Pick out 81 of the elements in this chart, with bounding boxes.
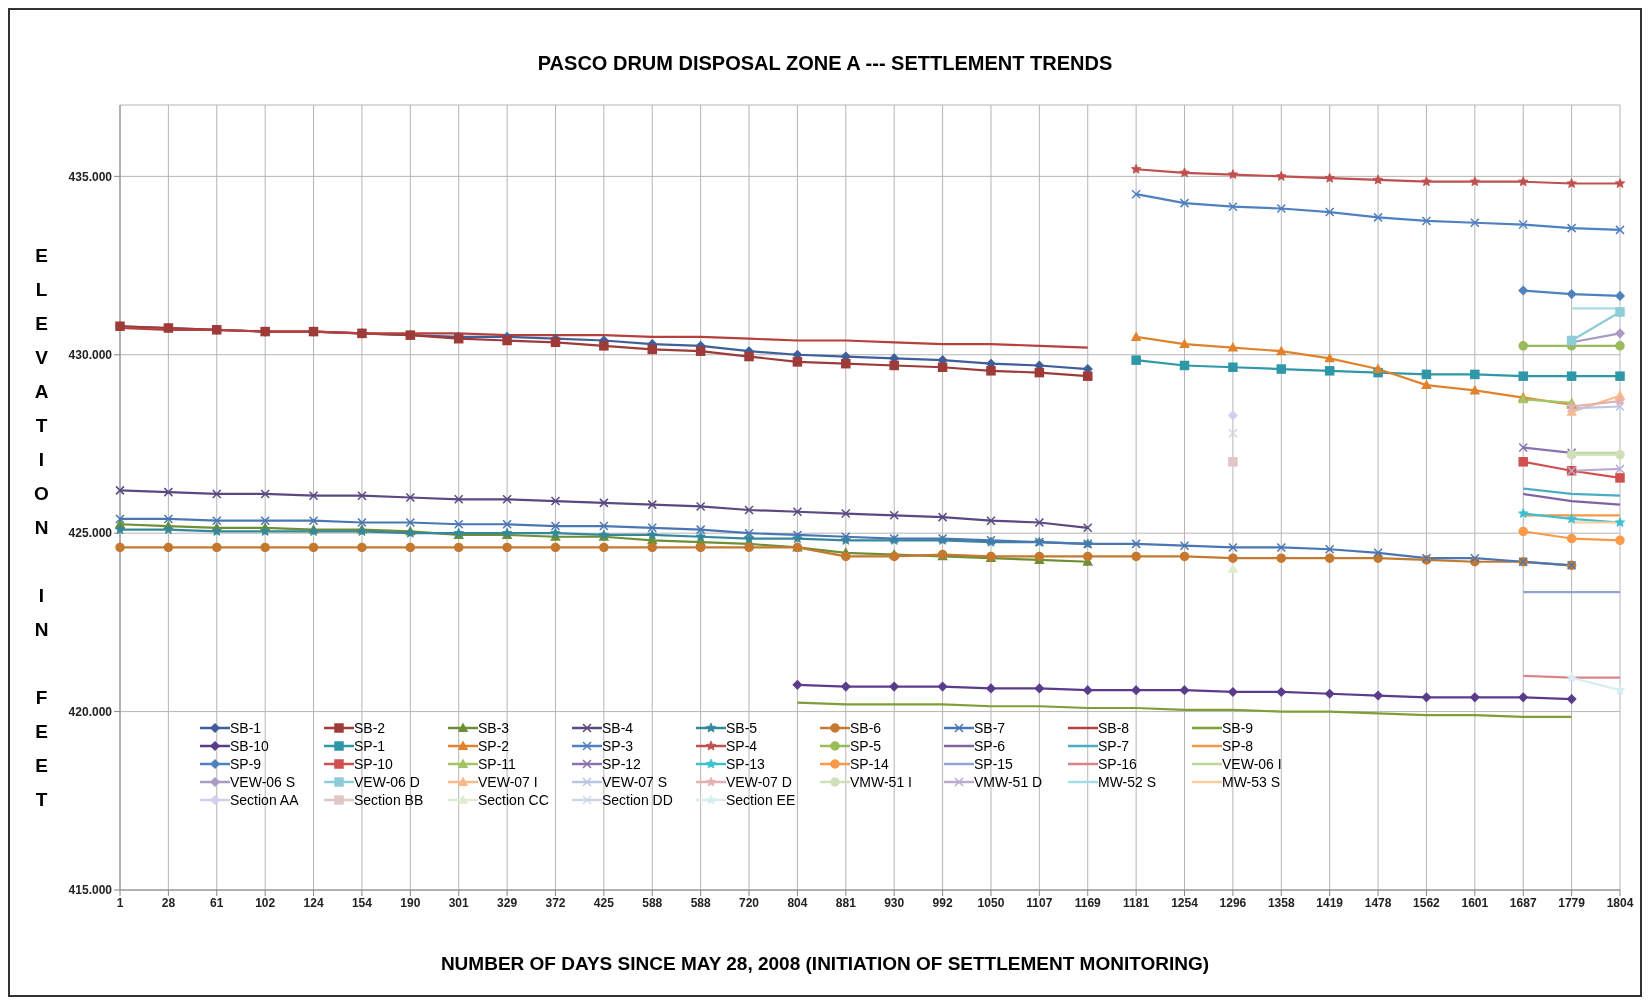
x-tick-label: 190 bbox=[400, 895, 421, 910]
x-tick-label: 1254 bbox=[1171, 895, 1199, 910]
x-tick-label: 588 bbox=[642, 895, 663, 910]
x-tick-label: 61 bbox=[210, 895, 224, 910]
legend-label: VEW-07 S bbox=[602, 774, 668, 790]
legend-label: SB-4 bbox=[602, 720, 634, 736]
x-tick-label: 425 bbox=[593, 895, 615, 910]
y-tick-label: 415.000 bbox=[68, 883, 113, 898]
x-tick-label: 301 bbox=[448, 895, 470, 910]
legend-label: SP-4 bbox=[726, 738, 758, 754]
legend-label: VEW-06 I bbox=[1222, 756, 1282, 772]
y-tick-label: 430.000 bbox=[68, 348, 113, 363]
x-tick-label: 1 bbox=[116, 895, 124, 910]
x-tick-label: 1687 bbox=[1509, 895, 1537, 910]
legend-label: VEW-06 S bbox=[230, 774, 296, 790]
legend-label: VEW-06 D bbox=[354, 774, 420, 790]
legend-label: SP-1 bbox=[354, 738, 386, 754]
x-tick-label: 372 bbox=[545, 895, 566, 910]
legend-label: SP-10 bbox=[354, 756, 393, 772]
legend-label: SB-9 bbox=[1222, 720, 1254, 736]
legend-label: SB-5 bbox=[726, 720, 758, 736]
x-tick-label: 992 bbox=[932, 895, 953, 910]
x-tick-label: 1601 bbox=[1461, 895, 1489, 910]
legend-label: SB-7 bbox=[974, 720, 1006, 736]
legend-label: SB-8 bbox=[1098, 720, 1130, 736]
x-tick-label: 28 bbox=[161, 895, 176, 910]
legend-label: SB-2 bbox=[354, 720, 386, 736]
x-tick-label: 930 bbox=[884, 895, 905, 910]
chart-title: PASCO DRUM DISPOSAL ZONE A --- SETTLEMENT TRENDS bbox=[536, 52, 1114, 75]
legend-label: VMW-51 I bbox=[850, 774, 912, 790]
x-tick-label: 1779 bbox=[1558, 895, 1586, 910]
legend-label: SP-16 bbox=[1098, 756, 1137, 772]
legend-label: SP-5 bbox=[850, 738, 882, 754]
x-tick-label: 1419 bbox=[1316, 895, 1344, 910]
legend-label: SP-8 bbox=[1222, 738, 1254, 754]
x-tick-label: 102 bbox=[255, 895, 276, 910]
legend-label: SP-9 bbox=[230, 756, 262, 772]
x-tick-label: 154 bbox=[351, 895, 373, 910]
x-tick-label: 588 bbox=[690, 895, 711, 910]
legend-label: SP-15 bbox=[974, 756, 1013, 772]
x-tick-label: 720 bbox=[739, 895, 760, 910]
legend-label: SB-1 bbox=[230, 720, 262, 736]
legend-label: SP-7 bbox=[1098, 738, 1130, 754]
legend-label: VEW-07 I bbox=[478, 774, 538, 790]
y-axis-title: ELEVATION IN FEET bbox=[31, 245, 52, 823]
x-tick-label: 329 bbox=[497, 895, 518, 910]
legend-label: SP-6 bbox=[974, 738, 1006, 754]
legend-label: SP-3 bbox=[602, 738, 634, 754]
x-tick-label: 1478 bbox=[1364, 895, 1392, 910]
x-tick-label: 1107 bbox=[1026, 895, 1053, 910]
legend-label: SB-10 bbox=[230, 738, 269, 754]
legend-label: MW-53 S bbox=[1222, 774, 1281, 790]
x-tick-label: 1358 bbox=[1267, 895, 1295, 910]
legend-label: Section BB bbox=[354, 792, 424, 808]
legend-label: SP-12 bbox=[602, 756, 641, 772]
x-tick-label: 1181 bbox=[1123, 895, 1150, 910]
y-tick-label: 435.000 bbox=[68, 169, 113, 184]
legend-label: Section AA bbox=[230, 792, 299, 808]
legend-label: SP-14 bbox=[850, 756, 889, 772]
legend-label: Section DD bbox=[602, 792, 673, 808]
legend-label: Section EE bbox=[726, 792, 796, 808]
x-tick-label: 881 bbox=[835, 895, 857, 910]
x-tick-label: 804 bbox=[787, 895, 808, 910]
x-tick-label: 1050 bbox=[977, 895, 1005, 910]
legend-label: SP-11 bbox=[478, 756, 516, 772]
legend-label: VMW-51 D bbox=[974, 774, 1043, 790]
legend-label: SP-13 bbox=[726, 756, 765, 772]
x-axis-title: NUMBER OF DAYS SINCE MAY 28, 2008 (INITIATION OF SETTLEMENT MONITORING) bbox=[439, 953, 1211, 975]
y-tick-label: 425.000 bbox=[68, 526, 113, 541]
legend-label: MW-52 S bbox=[1098, 774, 1157, 790]
x-tick-label: 1804 bbox=[1606, 895, 1634, 910]
legend-label: SB-3 bbox=[478, 720, 510, 736]
x-tick-label: 1562 bbox=[1413, 895, 1441, 910]
y-tick-label: 420.000 bbox=[68, 704, 113, 719]
legend-label: SB-6 bbox=[850, 720, 882, 736]
x-tick-label: 124 bbox=[303, 895, 324, 910]
legend-label: Section CC bbox=[478, 792, 549, 808]
x-tick-label: 1169 bbox=[1074, 895, 1102, 910]
legend-label: VEW-07 D bbox=[726, 774, 792, 790]
x-tick-label: 1296 bbox=[1219, 895, 1247, 910]
legend-label: SP-2 bbox=[478, 738, 510, 754]
